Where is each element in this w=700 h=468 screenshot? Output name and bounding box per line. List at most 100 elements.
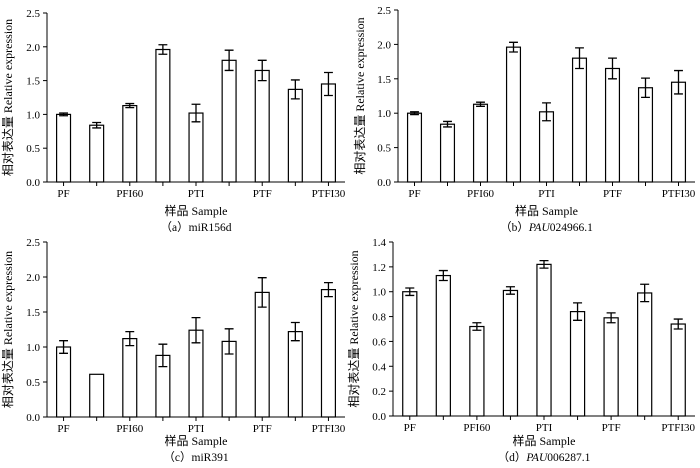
x-tick-label: PTF [253,188,272,200]
x-tick-label: PFI60 [116,423,143,435]
error-bar-pti30 [224,49,234,72]
x-tick-label: PTFI30 [662,188,696,200]
bar-pt [505,46,522,183]
error-bar-ptfi30 [673,318,683,330]
y-tick-label: 0.6 [372,336,386,348]
x-tick-label: PF [408,188,420,200]
error-bar-ptf60 [290,79,300,100]
error-bar-pti [539,259,549,269]
y-tick-label: 0.4 [372,361,386,373]
bar-pfi30 [439,123,456,183]
x-tick-label: PTF [253,423,272,435]
caption-prefix: （c） [163,451,191,464]
bar-ptfi30 [320,289,336,418]
panel-c-chart: 0.0 0.5 1.0 1.5 2.0 2.5 PF PFI60 PTI PTF PTFI30 样品 … [1,237,346,464]
caption-name: miR391 [192,452,229,464]
error-bar-pfi30 [92,121,102,129]
y-tick-label: 0.5 [26,143,40,155]
error-bar-ptf [257,277,267,308]
bar-pfi30 [89,373,105,418]
x-tick-label: PTI [188,188,205,200]
panel-caption: （c）miR391 [163,451,228,464]
error-bar-pti30 [575,47,584,70]
x-tick-label: PTF [603,188,622,200]
y-tick-label: 1.5 [377,74,391,86]
panel-a-chart: 0.0 0.5 1.0 1.5 2.0 2.5 PF PFI60 PTI PTF PTFI30 样品 … [1,8,346,234]
bar-pfi60 [122,105,138,183]
bar-pfi30 [89,124,105,183]
x-axis-label: 样品 Sample [165,203,228,218]
y-tick-label: 2.0 [26,272,40,284]
y-tick-label: 1.2 [372,262,386,274]
bar-pt [155,48,171,183]
bar-ptf [254,69,270,183]
error-bar-pti30 [224,328,234,355]
y-tick-label: 0.0 [372,411,386,423]
bar-pti [188,112,204,183]
bar-pf [56,113,72,183]
bar-ptf60 [287,331,303,418]
y-axis-label: 相对表达量 Relative expression [1,251,15,408]
error-bar-pti30 [573,302,583,321]
x-tick-label: PTI [538,188,555,200]
bar-ptfi30 [320,83,336,183]
bar-pfi60 [472,103,489,183]
panel-b-chart: 0.0 0.5 1.0 1.5 2.0 2.5 PF PFI60 PTI PTF PTFI30 样品 … [353,5,696,234]
y-tick-label: 1.0 [377,108,391,120]
x-tick-label: PTFI30 [312,188,346,200]
bar-pti30 [571,57,588,183]
bar-ptf60 [287,88,303,183]
x-tick-label: PF [404,422,416,434]
caption-italic: PAU [528,222,551,234]
x-tick-label: PTFI30 [661,422,695,434]
bar-pti30 [569,311,586,417]
y-tick-label: 0.0 [26,177,40,189]
bar-pti [538,111,555,183]
x-axis-label: 样品 Sample [513,433,576,448]
error-bar-ptf60 [640,283,650,303]
panel-caption: （d）PAU006287.1 [498,451,591,464]
x-tick-label: PF [57,188,69,200]
y-tick-label: 2.5 [26,237,40,249]
error-bar-pf [405,287,415,297]
x-tick-label: PTI [536,422,553,434]
bar-pf [56,346,72,418]
panel-d-chart: 0.0 0.2 0.4 0.6 0.8 1.0 1.2 1.4 PF PFI60 PTI PTF PTF… [347,237,696,464]
y-tick-label: 0.0 [377,177,391,189]
y-tick-label: 1.5 [26,307,40,319]
bar-pt [502,289,519,417]
error-bar-pt [505,286,515,295]
error-bar-ptfi30 [323,71,333,97]
bar-pfi60 [469,325,485,417]
error-bar-ptfi30 [323,281,333,298]
y-tick-label: 1.0 [372,287,386,299]
error-bar-ptf [606,312,616,324]
bar-pfi60 [122,338,138,418]
caption-prefix: （b） [500,221,529,234]
bar-ptf60 [637,292,653,417]
x-tick-label: PTI [188,423,205,435]
error-bar-ptf [257,59,267,82]
x-tick-label: PFI60 [116,188,143,200]
error-bar-pf [410,111,419,116]
error-bar-ptf60 [641,77,650,99]
error-bar-pfi30 [443,120,452,128]
y-tick-label: 2.5 [377,5,391,17]
error-bar-pti [191,316,201,344]
caption-italic: PAU [525,452,548,464]
bar-ptf [604,67,621,183]
y-tick-label: 1.5 [26,76,40,88]
bar-ptfi30 [670,323,686,417]
y-tick-label: 0.0 [26,412,40,424]
error-bar-pt [158,44,168,55]
y-tick-label: 0.5 [26,377,40,389]
error-bar-pf [59,340,69,354]
x-tick-label: PFI60 [467,188,494,200]
error-bar-ptf [608,57,617,80]
x-axis-label: 样品 Sample [165,433,228,448]
x-tick-label: PFI60 [463,422,490,434]
bar-pfi30 [435,274,451,417]
caption-rest: 024966.1 [550,222,593,234]
y-tick-label: 0.5 [377,143,391,155]
